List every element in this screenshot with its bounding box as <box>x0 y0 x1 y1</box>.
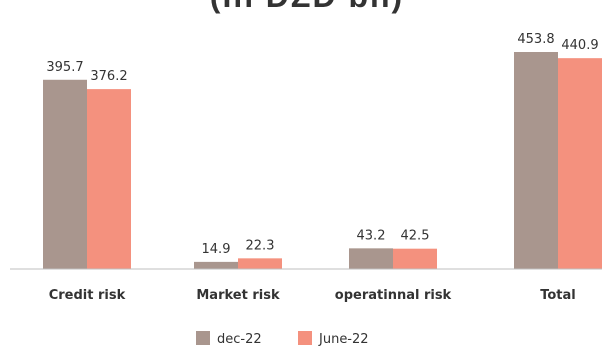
bar-June-22-1 <box>238 258 282 269</box>
bar-June-22-3 <box>558 58 602 269</box>
value-label-dec-22-0: 395.7 <box>46 60 83 75</box>
bar-dec-22-3 <box>514 52 558 269</box>
bar-dec-22-0 <box>43 79 87 269</box>
value-label-dec-22-3: 453.8 <box>517 32 554 47</box>
legend-swatch-June-22 <box>298 331 312 345</box>
bar-dec-22-1 <box>194 261 238 269</box>
legend-label-June-22: June-22 <box>318 332 369 347</box>
bar-dec-22-2 <box>349 248 393 269</box>
value-label-dec-22-1: 14.9 <box>202 242 231 257</box>
value-label-dec-22-2: 43.2 <box>357 228 386 243</box>
legend: dec-22 June-22 <box>196 331 369 347</box>
bars-group <box>43 52 602 270</box>
category-label-1: Market risk <box>196 288 280 303</box>
value-label-June-22-3: 440.9 <box>561 38 598 53</box>
bar-June-22-0 <box>87 89 131 270</box>
category-label-2: operatinnal risk <box>335 288 452 303</box>
value-label-June-22-2: 42.5 <box>401 229 430 244</box>
value-labels-group: 395.7 376.2 14.9 22.3 43.2 42.5 453.8 440.9 <box>46 32 598 257</box>
value-label-June-22-1: 22.3 <box>246 238 275 253</box>
category-label-0: Credit risk <box>49 288 126 303</box>
value-label-June-22-0: 376.2 <box>90 69 127 84</box>
chart-title-fragment: (In DZD bn) <box>0 0 614 15</box>
category-label-3: Total <box>540 288 576 303</box>
category-labels-group: Credit risk Market risk operatinnal risk To… <box>49 288 576 303</box>
legend-label-dec-22: dec-22 <box>217 332 262 347</box>
legend-swatch-dec-22 <box>196 331 210 345</box>
bar-June-22-2 <box>393 248 437 269</box>
